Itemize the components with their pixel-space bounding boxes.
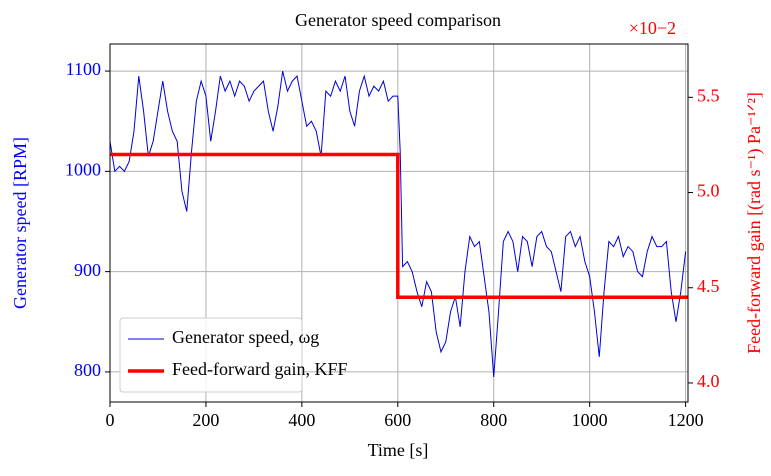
x-tick-label: 400 xyxy=(288,410,315,430)
x-tick-label: 600 xyxy=(384,410,411,430)
y2-tick-label: 4.5 xyxy=(697,276,720,296)
x-axis-label: Time [s] xyxy=(368,440,429,460)
y2-tick-label: 4.0 xyxy=(697,371,720,391)
x-tick-label: 200 xyxy=(192,410,219,430)
x-tick-label: 1200 xyxy=(668,410,704,430)
y2-axis-label: Feed-forward gain [(rad s⁻¹) Pa⁻¹ᐟ²] xyxy=(744,92,765,354)
y-tick-label: 1000 xyxy=(65,159,101,179)
x-tick-label: 800 xyxy=(480,410,507,430)
y-axis-label: Generator speed [RPM] xyxy=(10,137,30,309)
series-line xyxy=(110,70,687,377)
x-tick-label: 0 xyxy=(106,410,115,430)
plot-frame xyxy=(109,43,689,403)
y-tick-label: 1100 xyxy=(66,59,101,79)
y-tick-label: 900 xyxy=(74,260,101,280)
y2-tick-label: 5.5 xyxy=(697,85,720,105)
legend-label: Generator speed, ωg xyxy=(172,327,319,347)
legend-box xyxy=(119,317,303,393)
legend-label: Feed-forward gain, KFF xyxy=(172,359,347,379)
chart-title: Generator speed comparison xyxy=(295,10,501,30)
x-tick-label: 1000 xyxy=(572,410,608,430)
y-tick-label: 800 xyxy=(74,360,101,380)
y2-offset: ×10−2 xyxy=(629,18,676,38)
y2-tick-label: 5.0 xyxy=(697,181,720,201)
series-line xyxy=(110,152,688,300)
